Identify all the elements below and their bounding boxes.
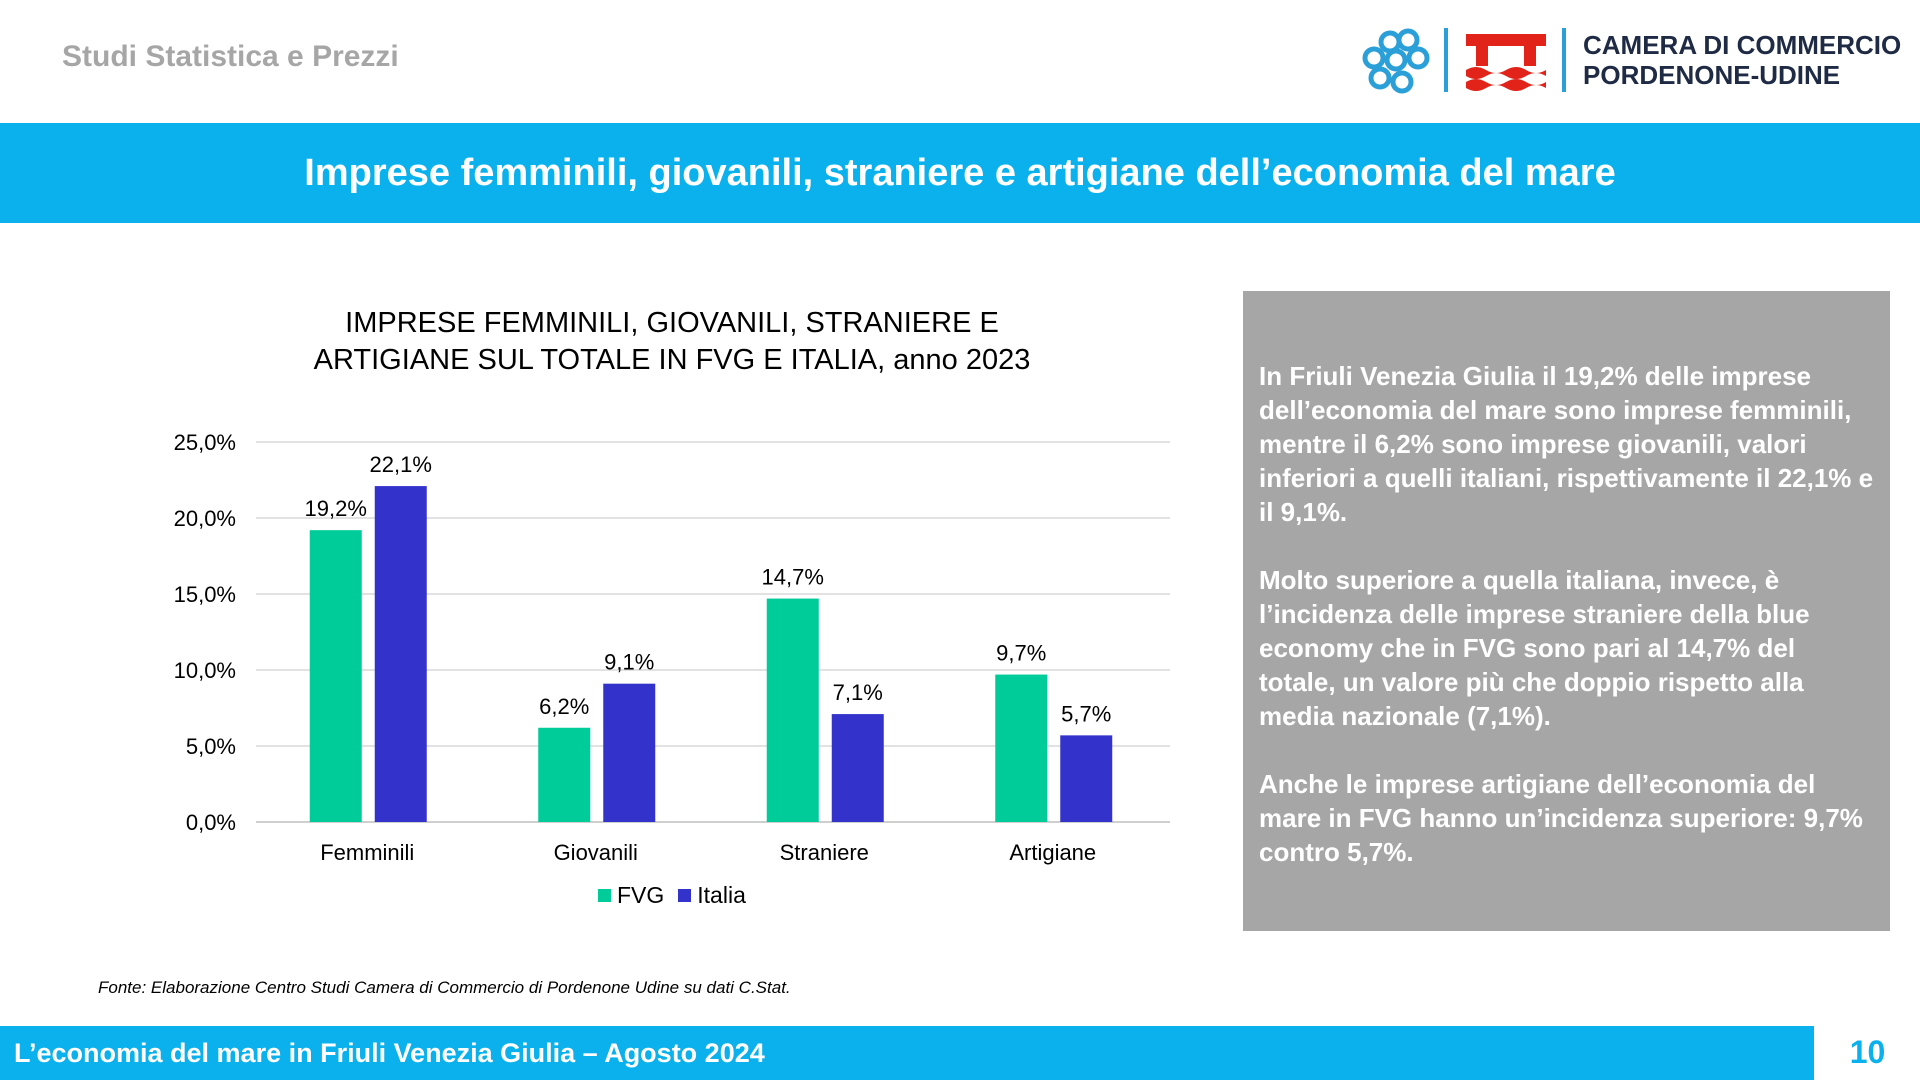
chamber-emblem-icon (1466, 34, 1546, 91)
legend-swatch-italia (678, 889, 692, 902)
commentary-paragraph-2: Molto superiore a quella italiana, invec… (1259, 565, 1810, 731)
commentary-paragraph-1: In Friuli Venezia Giulia il 19,2% delle … (1259, 361, 1874, 527)
data-label: 6,2% (539, 694, 589, 719)
y-tick-label: 10,0% (174, 658, 236, 683)
legend-swatch-fvg (598, 889, 611, 902)
chart-title-line-2: ARTIGIANE SUL TOTALE IN FVG E ITALIA, an… (313, 344, 1031, 376)
slide-title: Imprese femminili, giovanili, straniere … (304, 151, 1616, 194)
data-label: 7,1% (833, 680, 883, 705)
logo-wordmark: CAMERA DI COMMERCIO PORDENONE-UDINE (1583, 30, 1901, 90)
bar-italia-straniere (831, 714, 884, 822)
x-tick-label: Femminili (320, 840, 414, 865)
bar-italia-giovanili (603, 683, 656, 822)
bar-fvg-straniere (766, 598, 819, 822)
y-tick-label: 20,0% (174, 506, 236, 531)
chart-title-line-1: IMPRESE FEMMINILI, GIOVANILI, STRANIERE … (345, 307, 999, 339)
y-tick-label: 25,0% (174, 430, 236, 455)
header-department: Studi Statistica e Prezzi (62, 40, 399, 73)
bar-fvg-giovanili (538, 727, 591, 822)
data-label: 9,1% (604, 650, 654, 675)
title-band: Imprese femminili, giovanili, straniere … (0, 123, 1920, 223)
chart-legend: FVG Italia (598, 882, 746, 909)
spiral-emblem-icon (1362, 28, 1430, 94)
bar-fvg-femminili (309, 530, 362, 822)
y-tick-label: 0,0% (186, 810, 236, 835)
legend-label-italia: Italia (697, 882, 746, 908)
page-number: 10 (1849, 1034, 1886, 1070)
y-tick-label: 5,0% (186, 734, 236, 759)
x-tick-label: Artigiane (1009, 840, 1096, 865)
logo-line-1: CAMERA DI COMMERCIO (1583, 30, 1902, 60)
x-tick-label: Giovanili (554, 840, 638, 865)
data-label: 9,7% (996, 641, 1046, 666)
y-tick-label: 15,0% (174, 582, 236, 607)
chamber-logo (1362, 28, 1566, 94)
bar-chart: 0,0% 5,0% 10,0% 15,0% 20,0% 25,0% 19,2%22,1% Fe… (174, 430, 1170, 865)
data-label: 22,1% (370, 452, 432, 477)
chart-title: IMPRESE FEMMINILI, GIOVANILI, STRANIERE … (172, 305, 1172, 379)
data-label: 14,7% (762, 565, 824, 590)
source-note: Fonte: Elaborazione Centro Studi Camera … (98, 978, 791, 997)
commentary-paragraph-3: Anche le imprese artigiane dell’economia… (1259, 769, 1863, 867)
bar-fvg-artigiane (995, 674, 1048, 822)
commentary-box: In Friuli Venezia Giulia il 19,2% delle … (1243, 291, 1890, 931)
x-tick-label: Straniere (780, 840, 869, 865)
footer-text: L’economia del mare in Friuli Venezia Gi… (14, 1037, 765, 1068)
data-label: 19,2% (305, 496, 367, 521)
legend-label-fvg: FVG (617, 882, 665, 908)
logo-line-2: PORDENONE-UDINE (1583, 60, 1841, 90)
data-label: 5,7% (1061, 701, 1111, 726)
bar-italia-artigiane (1060, 735, 1113, 822)
legend-item-italia: Italia (678, 882, 746, 909)
bar-italia-femminili (374, 486, 427, 822)
footer-band: L’economia del mare in Friuli Venezia Gi… (0, 1026, 1814, 1080)
legend-item-fvg: FVG (598, 882, 664, 909)
